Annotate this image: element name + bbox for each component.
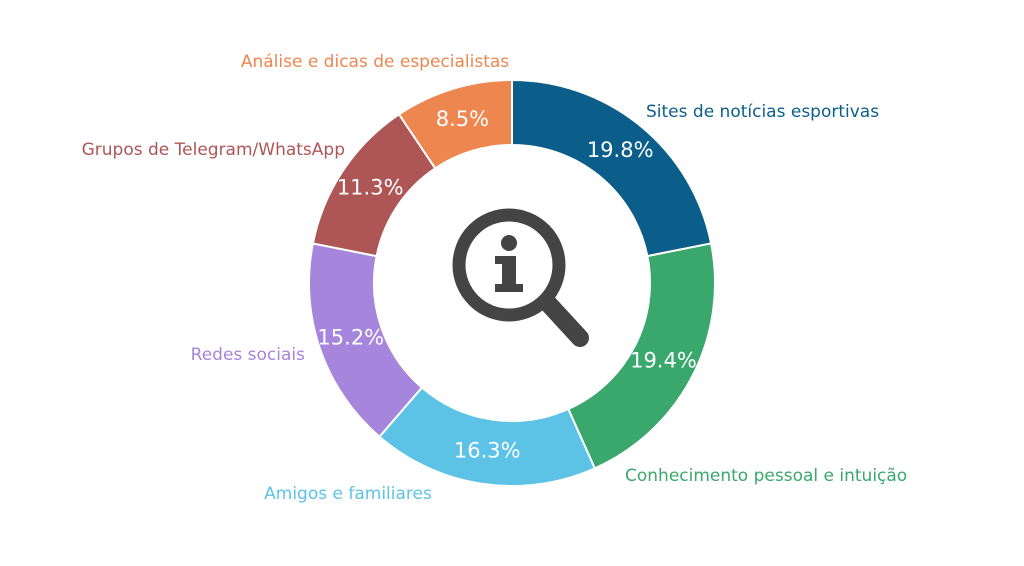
- value-label: 16.3%: [454, 439, 521, 463]
- value-label: 19.4%: [630, 348, 697, 372]
- donut-slice: [397, 78, 513, 170]
- donut-slice: [378, 386, 597, 487]
- category-label: Amigos e familiares: [264, 484, 432, 504]
- category-label: Redes sociais: [191, 345, 305, 365]
- value-label: 8.5%: [436, 107, 489, 131]
- value-label: 11.3%: [337, 175, 404, 199]
- info-search-icon: [452, 208, 589, 347]
- donut-slice: [566, 242, 716, 470]
- category-label: Conhecimento pessoal e intuição: [625, 466, 907, 486]
- category-label: Análise e dicas de especialistas: [241, 52, 509, 72]
- value-label: 19.8%: [587, 138, 654, 162]
- category-label: Sites de notícias esportivas: [646, 102, 879, 122]
- category-label: Grupos de Telegram/WhatsApp: [82, 140, 345, 160]
- value-label: 15.2%: [317, 325, 384, 349]
